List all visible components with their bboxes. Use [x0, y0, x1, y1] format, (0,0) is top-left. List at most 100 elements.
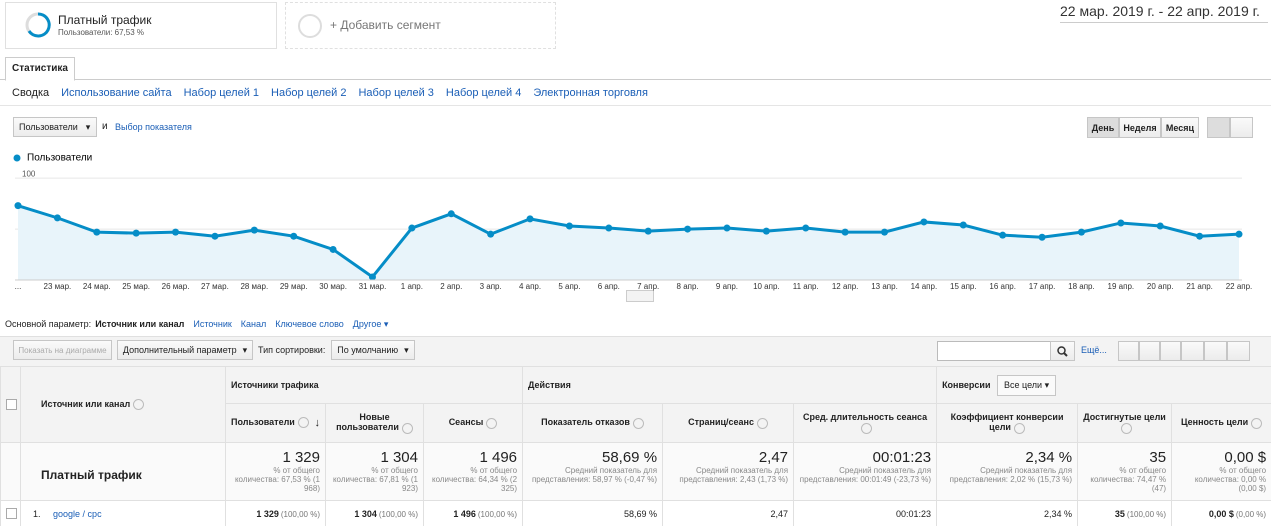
x-tick-label: 17 апр.	[1029, 282, 1056, 291]
choose-metric[interactable]: Выбор показателя	[115, 122, 192, 132]
subtab[interactable]: Сводка	[12, 87, 50, 99]
more-link[interactable]: Ещё...	[1081, 345, 1107, 355]
subtab[interactable]: Электронная торговля	[533, 87, 648, 99]
period-button[interactable]: Неделя	[1119, 117, 1161, 138]
view-button[interactable]	[1160, 341, 1181, 361]
column-header[interactable]: Коэффициент конверсии цели	[950, 412, 1064, 433]
total-value: 2,47	[758, 449, 789, 466]
group-header: Источники трафика	[224, 366, 524, 404]
subtab[interactable]: Набор целей 2	[271, 87, 347, 99]
secondary-dim-button[interactable]: Дополнительный параметр ▾	[117, 340, 253, 360]
view-button[interactable]	[1118, 341, 1139, 361]
column-header[interactable]: Ценность цели	[1180, 417, 1249, 428]
search-button[interactable]	[1050, 341, 1075, 361]
metric-select[interactable]: Пользователи ▾	[13, 117, 97, 137]
row-cell: 0,00 $ (0,00 %)	[1171, 500, 1271, 526]
column-header[interactable]: Показатель отказов	[541, 417, 630, 428]
point	[408, 224, 416, 232]
x-tick-label: 12 апр.	[832, 282, 859, 291]
total-value: 1 304	[380, 449, 418, 466]
area	[18, 205, 1239, 280]
x-tick-label: 25 мар.	[122, 282, 150, 291]
subtab[interactable]: Использование сайта	[61, 87, 172, 99]
total-cell: 1 496% от общего количества: 64,34 % (2 …	[422, 442, 524, 501]
x-tick-label: 29 мар.	[280, 282, 308, 291]
x-tick-label: 16 апр.	[989, 282, 1016, 291]
row-label[interactable]: google / cpc	[53, 508, 102, 519]
total-value: 00:01:23	[872, 449, 932, 466]
row-value: 1 304	[354, 508, 377, 519]
row-value: 1 329	[256, 508, 279, 519]
point	[605, 224, 613, 232]
total-cell: 2,47 Средний показатель для представления…	[662, 442, 795, 501]
y-tick-label: 100	[22, 169, 36, 178]
x-tick-label: 9 апр.	[716, 282, 738, 291]
x-tick-label: 22 апр.	[1226, 282, 1253, 291]
point	[959, 221, 967, 229]
column-header[interactable]: Страниц/сеанс	[688, 417, 754, 428]
row-cell: 1 304 (100,00 %)	[325, 500, 424, 526]
x-tick-label: 18 апр.	[1068, 282, 1095, 291]
segment-title: Платный трафик	[58, 13, 152, 27]
view-button[interactable]	[1227, 341, 1250, 361]
and-label: и	[102, 121, 108, 132]
collapse-handle[interactable]	[626, 290, 654, 302]
total-cell: 35% от общего количества: 74,47 % (47)	[1077, 442, 1173, 501]
segment-icon	[25, 12, 51, 38]
point	[841, 228, 849, 236]
goal-select[interactable]: Все цели ▾	[997, 374, 1057, 396]
dim-option[interactable]: Другое ▾	[352, 319, 389, 329]
sort-select[interactable]: По умолчанию ▾	[331, 340, 415, 360]
point	[881, 228, 889, 236]
total-cell: 0,00 $% от общего количества: 0,00 % (0,…	[1171, 442, 1271, 501]
add-segment[interactable]: + Добавить сегмент	[285, 2, 556, 49]
view-button[interactable]	[1204, 341, 1227, 361]
point	[1038, 233, 1046, 241]
subtab[interactable]: Набор целей 3	[358, 87, 434, 99]
column-header[interactable]: Достигнутые цели	[1083, 412, 1166, 423]
point	[1196, 232, 1204, 240]
subtab[interactable]: Набор целей 1	[183, 87, 260, 99]
total-value: 0,00 $	[1224, 449, 1267, 466]
point	[723, 224, 731, 232]
row-cell: 2,47	[662, 500, 795, 526]
line-chart-button[interactable]	[1207, 117, 1230, 138]
subtab[interactable]: Набор целей 4	[445, 87, 522, 99]
secondary-dim-label: Дополнительный параметр	[122, 345, 237, 355]
row-cell: 2,34 %	[936, 500, 1079, 526]
dim-option[interactable]: Источник	[193, 319, 232, 329]
point	[290, 232, 298, 240]
point	[250, 226, 258, 234]
view-button[interactable]	[1139, 341, 1160, 361]
period-button[interactable]: День	[1087, 117, 1119, 138]
dim-option[interactable]: Канал	[240, 319, 267, 329]
total-value: 1 496	[479, 449, 518, 466]
goal-select-label: Все цели	[1004, 379, 1043, 390]
x-tick-label: 3 апр.	[480, 282, 502, 291]
column-header[interactable]: Новые пользователи	[336, 412, 399, 433]
plot-rows-button[interactable]: Показать на диаграмме	[13, 340, 112, 360]
total-cell: 1 304% от общего количества: 67,81 % (1 …	[325, 442, 424, 501]
date-range[interactable]: 22 мар. 2019 г. - 22 апр. 2019 г.	[1060, 3, 1260, 19]
x-tick-label: 23 мар.	[44, 282, 72, 291]
x-tick-label: 28 мар.	[240, 282, 268, 291]
point	[487, 230, 495, 238]
total-value: 1 329	[282, 449, 320, 466]
column-header[interactable]: Сред. длительность сеанса	[802, 412, 928, 423]
row-value: 00:01:23	[896, 508, 932, 519]
view-button[interactable]	[1181, 341, 1204, 361]
tab[interactable]: Статистика	[5, 57, 75, 81]
period-button[interactable]: Месяц	[1161, 117, 1199, 138]
point	[211, 232, 219, 240]
dim-option[interactable]: Ключевое слово	[275, 319, 344, 329]
motion-chart-button[interactable]	[1230, 117, 1253, 138]
search-input[interactable]	[937, 341, 1051, 361]
dim-option[interactable]: Источник или канал	[95, 319, 185, 329]
segment-box[interactable]: Платный трафик Пользователи: 67,53 %	[5, 2, 277, 49]
column-header[interactable]: Источник или канал	[41, 398, 131, 409]
total-note: % от общего количества: 74,47 % (47)	[1090, 466, 1167, 493]
row-cell: 1 329 (100,00 %)	[225, 500, 326, 526]
column-header[interactable]: Пользователи	[231, 417, 295, 427]
data-table: Источник или канал Источники трафика Дей…	[0, 366, 1271, 526]
column-header[interactable]: Сеансы	[448, 417, 484, 428]
